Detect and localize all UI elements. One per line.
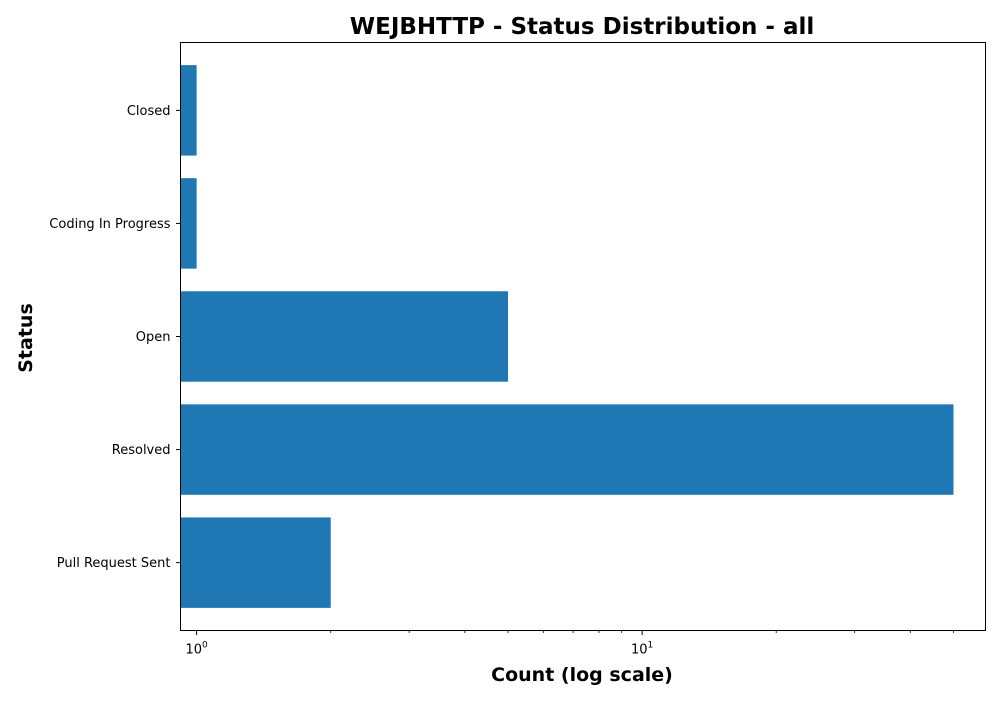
bar xyxy=(180,517,331,608)
chart-title: WEJBHTTP - Status Distribution - all xyxy=(350,14,815,40)
y-tick-label: Pull Request Sent xyxy=(57,556,171,571)
bar xyxy=(180,291,509,382)
bars-layer xyxy=(180,65,954,608)
y-tick-label: Closed xyxy=(127,104,171,119)
y-axis-label: Status xyxy=(15,303,37,373)
x-axis-ticks: 100 101 xyxy=(185,630,954,658)
y-axis-ticks: Closed Coding In Progress Open Resolved Pull… xyxy=(49,104,181,571)
bar xyxy=(180,65,197,156)
bar xyxy=(180,178,197,269)
y-tick-label: Open xyxy=(136,330,171,345)
y-tick-label: Coding In Progress xyxy=(49,217,170,232)
x-tick-label: 101 xyxy=(631,641,653,658)
plot-frame xyxy=(180,42,986,631)
x-axis-label: Count (log scale) xyxy=(491,664,673,686)
bar xyxy=(180,404,954,495)
x-tick-label: 100 xyxy=(185,641,208,658)
y-tick-label: Resolved xyxy=(112,443,171,458)
